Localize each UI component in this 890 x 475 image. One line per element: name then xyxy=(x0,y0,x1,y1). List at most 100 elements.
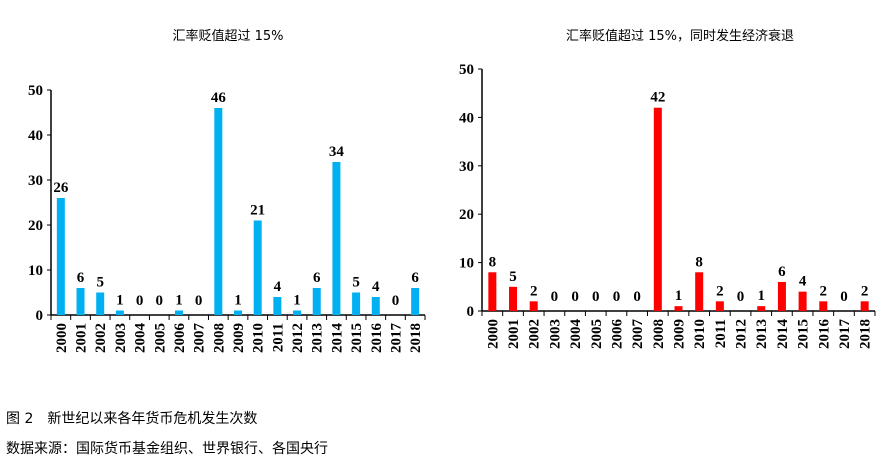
chart2-bar-2014 xyxy=(777,281,786,311)
chart2-data-label-2011: 2 xyxy=(716,283,724,299)
chart1-x-tick-label-2002: 2002 xyxy=(93,323,109,353)
chart2-x-tick-label-2012: 2012 xyxy=(734,319,750,349)
chart2-data-label-2010: 8 xyxy=(695,254,703,270)
chart1-x-tick-label-2011: 2011 xyxy=(270,323,286,352)
chart2-data-label-2000: 8 xyxy=(489,254,497,270)
chart2-x-tick-label-2015: 2015 xyxy=(796,319,812,349)
chart2-data-label-2009: 1 xyxy=(675,288,683,304)
chart2-bar-2009 xyxy=(674,306,683,311)
chart1-data-label-2004: 0 xyxy=(136,293,144,309)
chart1-x-tick-label-2017: 2017 xyxy=(388,323,404,354)
chart2-bar-2011 xyxy=(715,301,724,311)
chart1-data-label-2016: 4 xyxy=(372,279,380,295)
chart2-x-tick-label-2006: 2006 xyxy=(609,319,625,350)
chart2-bar-2016 xyxy=(819,301,828,311)
chart1-x-tick-label-2016: 2016 xyxy=(369,323,385,354)
chart2-data-label-2006: 0 xyxy=(613,289,621,305)
chart1-data-label-2002: 5 xyxy=(96,275,104,291)
chart1-bar-2009 xyxy=(234,310,242,315)
chart2-x-tick-label-2002: 2002 xyxy=(527,319,543,349)
chart2-y-tick-label: 40 xyxy=(459,110,474,126)
chart1-bar-2003 xyxy=(115,310,124,315)
chart2-x-tick-label-2003: 2003 xyxy=(547,319,563,349)
chart2-data-label-2013: 1 xyxy=(757,288,765,304)
chart1-x-tick-label-2001: 2001 xyxy=(74,323,90,353)
chart2-x-tick-label-2017: 2017 xyxy=(837,319,853,350)
chart2-bar-2015 xyxy=(798,291,807,311)
chart1-bar-2002 xyxy=(96,292,105,315)
chart1-bar-2015 xyxy=(352,292,361,315)
chart2-y-tick-label: 20 xyxy=(459,207,474,223)
chart1-x-tick-label-2015: 2015 xyxy=(349,323,365,353)
chart2-x-tick-label-2008: 2008 xyxy=(651,319,667,349)
chart1-bar-2006 xyxy=(174,310,183,315)
chart2-x-tick-label-2005: 2005 xyxy=(589,319,605,349)
chart1-data-label-2013: 6 xyxy=(313,270,321,286)
chart2-data-label-2018: 2 xyxy=(861,283,869,299)
chart1-data-label-2007: 0 xyxy=(195,293,203,309)
chart2-data-label-2015: 4 xyxy=(799,274,807,290)
chart2-bar-2002 xyxy=(529,301,538,311)
chart2-bar-2013 xyxy=(757,306,766,311)
chart1-x-tick-label-2000: 2000 xyxy=(54,323,70,353)
chart2-x-tick-label-2010: 2010 xyxy=(692,319,708,349)
chart1-data-label-2001: 6 xyxy=(77,270,85,286)
chart1-title: 汇率贬值超过 15% xyxy=(172,28,283,44)
chart1-y-tick-label: 40 xyxy=(28,128,43,144)
chart2-y-tick-label: 30 xyxy=(459,159,474,175)
chart2-data-label-2008: 42 xyxy=(650,90,665,106)
chart1-bar-2010 xyxy=(253,220,262,315)
chart2-y-tick-label: 50 xyxy=(459,62,474,78)
chart2-data-label-2005: 0 xyxy=(592,289,600,305)
chart1-x-tick-label-2013: 2013 xyxy=(310,323,326,353)
chart2-x-tick-label-2013: 2013 xyxy=(754,319,770,349)
chart1-bar-2012 xyxy=(293,310,302,315)
chart1-x-tick-label-2003: 2003 xyxy=(113,323,129,353)
chart1-bar-2014 xyxy=(332,162,341,315)
chart1-data-label-2011: 4 xyxy=(274,279,282,295)
chart1-x-tick-label-2004: 2004 xyxy=(133,323,149,354)
chart1-data-label-2014: 34 xyxy=(329,144,345,160)
chart2-data-label-2016: 2 xyxy=(820,283,828,299)
chart1-data-label-2017: 0 xyxy=(392,293,400,309)
chart1-x-tick-label-2008: 2008 xyxy=(211,323,227,353)
chart1-data-label-2015: 5 xyxy=(352,275,360,291)
chart1-y-tick-label: 0 xyxy=(36,308,44,324)
chart2-data-label-2002: 2 xyxy=(530,283,538,299)
chart2-x-tick-label-2009: 2009 xyxy=(672,319,688,349)
chart2-data-label-2017: 0 xyxy=(840,289,848,305)
chart1-y-tick-label: 30 xyxy=(28,173,43,189)
chart2-data-label-2012: 0 xyxy=(737,289,745,305)
chart2-bar-2001 xyxy=(509,286,518,311)
chart1-bar-2013 xyxy=(312,288,321,315)
chart1-bar-2001 xyxy=(76,288,85,315)
chart1-bar-2008 xyxy=(214,108,223,315)
chart2-bar-2008 xyxy=(653,107,662,311)
chart2-bar-2018 xyxy=(860,301,869,311)
chart2-title: 汇率贬值超过 15%，同时发生经济衰退 xyxy=(566,28,794,44)
chart1-data-label-2012: 1 xyxy=(293,293,301,309)
chart2-x-tick-label-2000: 2000 xyxy=(485,319,501,349)
chart2-data-label-2007: 0 xyxy=(633,289,641,305)
chart2-y-tick-label: 10 xyxy=(459,256,474,272)
chart2-x-tick-label-2014: 2014 xyxy=(775,319,791,350)
chart1-y-tick-label: 10 xyxy=(28,263,43,279)
chart2-y-tick-label: 0 xyxy=(467,304,475,320)
chart1-bar-2011 xyxy=(273,297,282,315)
chart1-data-label-2018: 6 xyxy=(411,270,419,286)
chart1-data-label-2003: 1 xyxy=(116,293,124,309)
chart2-bar-2000 xyxy=(488,272,497,311)
chart1-data-label-2009: 1 xyxy=(234,293,242,309)
chart2-x-tick-label-2016: 2016 xyxy=(816,319,832,350)
chart2-x-tick-label-2001: 2001 xyxy=(506,319,522,349)
chart1-data-label-2010: 21 xyxy=(250,203,265,219)
chart1-bar-2000 xyxy=(56,198,65,315)
chart1-x-tick-label-2014: 2014 xyxy=(329,323,345,354)
chart1-x-tick-label-2009: 2009 xyxy=(231,323,247,353)
figure-caption: 图 2 新世纪以来各年货币危机发生次数 xyxy=(6,411,258,427)
chart1-data-label-2005: 0 xyxy=(156,293,164,309)
chart1-bar-2016 xyxy=(371,297,380,315)
chart2-bar-2010 xyxy=(695,272,704,311)
source-caption: 数据来源：国际货币基金组织、世界银行、各国央行 xyxy=(6,441,328,457)
